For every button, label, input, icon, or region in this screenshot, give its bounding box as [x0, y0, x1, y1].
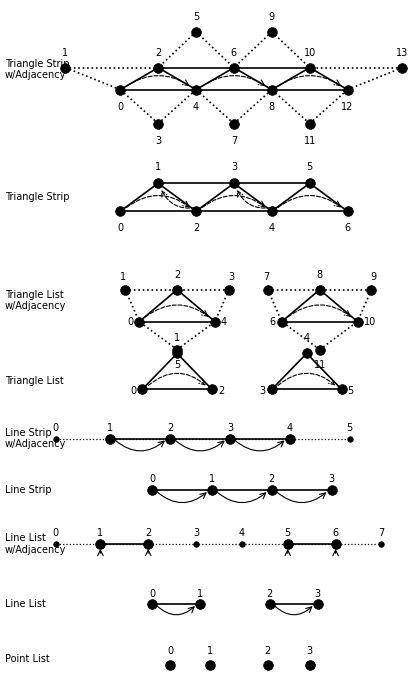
Text: 2: 2: [145, 528, 151, 538]
Text: 2: 2: [167, 423, 173, 433]
Text: 9: 9: [269, 12, 275, 21]
Text: 0: 0: [117, 102, 123, 111]
Text: 3: 3: [231, 162, 237, 172]
Text: 0: 0: [149, 474, 155, 484]
Text: Triangle Strip: Triangle Strip: [5, 192, 69, 202]
Text: 5: 5: [193, 12, 199, 21]
Text: 3: 3: [155, 135, 161, 146]
Text: 7: 7: [231, 135, 237, 146]
Text: 3: 3: [193, 528, 199, 538]
Text: Point List: Point List: [5, 654, 49, 664]
Text: 1: 1: [207, 646, 213, 656]
Text: 8: 8: [269, 102, 275, 111]
Text: 5: 5: [347, 423, 353, 433]
Text: 2: 2: [193, 223, 199, 233]
Text: 5: 5: [174, 359, 180, 370]
Text: 1: 1: [174, 334, 180, 343]
Text: Line List
w/Adjacency: Line List w/Adjacency: [5, 533, 66, 555]
Text: 7: 7: [378, 528, 385, 538]
Text: 2: 2: [155, 48, 161, 57]
Text: 0: 0: [52, 423, 59, 433]
Text: 6: 6: [270, 316, 276, 327]
Text: 4: 4: [269, 223, 275, 233]
Text: 1: 1: [209, 474, 215, 484]
Text: 0: 0: [130, 386, 136, 397]
Text: 4: 4: [304, 334, 310, 343]
Text: 2: 2: [266, 589, 273, 599]
Text: 3: 3: [315, 589, 321, 599]
Text: 0: 0: [117, 223, 123, 233]
Text: Triangle List
w/Adjacency: Triangle List w/Adjacency: [5, 290, 66, 312]
Text: 2: 2: [218, 386, 224, 397]
Text: 11: 11: [313, 359, 326, 370]
Text: 2: 2: [265, 646, 271, 656]
Text: 1: 1: [107, 423, 114, 433]
Text: 1: 1: [97, 528, 103, 538]
Text: 12: 12: [341, 102, 354, 111]
Text: 3: 3: [260, 386, 266, 397]
Text: 0: 0: [52, 528, 59, 538]
Text: 0: 0: [149, 589, 155, 599]
Text: 10: 10: [364, 316, 376, 327]
Text: 1: 1: [120, 272, 127, 282]
Text: 3: 3: [227, 423, 233, 433]
Text: 3: 3: [228, 272, 234, 282]
Text: 5: 5: [347, 386, 354, 397]
Text: 7: 7: [263, 272, 269, 282]
Text: 4: 4: [287, 423, 293, 433]
Text: 6: 6: [333, 528, 339, 538]
Text: 1: 1: [155, 162, 161, 172]
Text: 11: 11: [303, 135, 316, 146]
Text: 3: 3: [328, 474, 335, 484]
Text: 9: 9: [370, 272, 377, 282]
Text: 10: 10: [303, 48, 316, 57]
Text: 5: 5: [307, 162, 313, 172]
Text: 4: 4: [193, 102, 199, 111]
Text: 6: 6: [231, 48, 237, 57]
Text: Line Strip: Line Strip: [5, 485, 51, 495]
Text: 1: 1: [197, 589, 203, 599]
Text: 5: 5: [285, 528, 291, 538]
Text: 2: 2: [269, 474, 275, 484]
Text: 13: 13: [396, 48, 409, 57]
Text: 2: 2: [174, 269, 180, 280]
Text: Line List: Line List: [5, 599, 46, 609]
Text: 4: 4: [221, 316, 227, 327]
Text: Line Strip
w/Adjacency: Line Strip w/Adjacency: [5, 428, 66, 449]
Text: 6: 6: [344, 223, 351, 233]
Text: 8: 8: [317, 269, 323, 280]
Text: 0: 0: [127, 316, 133, 327]
Text: Triangle List: Triangle List: [5, 377, 63, 386]
Text: 3: 3: [307, 646, 313, 656]
Text: 0: 0: [167, 646, 173, 656]
Text: 1: 1: [62, 48, 69, 57]
Text: 4: 4: [239, 528, 245, 538]
Text: Triangle Strip
w/Adjacency: Triangle Strip w/Adjacency: [5, 59, 69, 80]
